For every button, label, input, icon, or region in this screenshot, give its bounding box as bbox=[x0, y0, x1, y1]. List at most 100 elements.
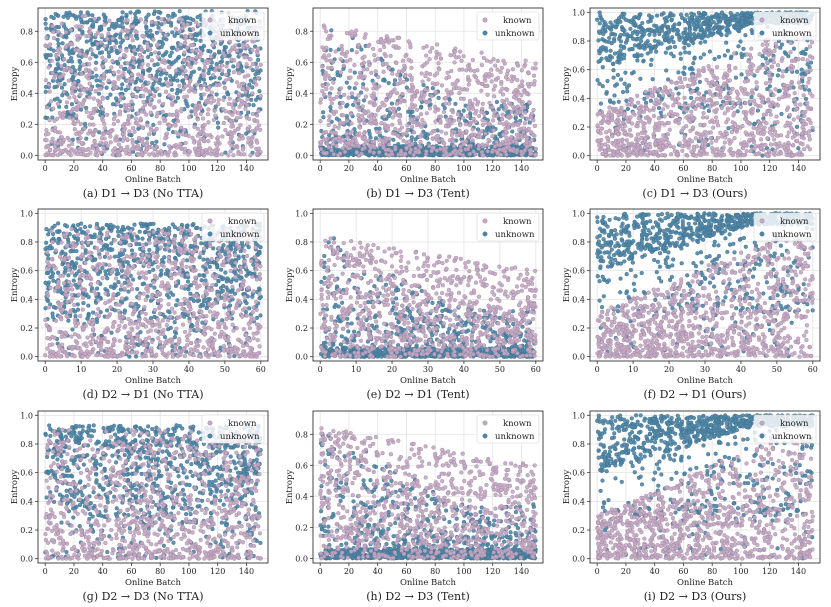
unknown-point bbox=[119, 104, 123, 108]
known-point bbox=[533, 79, 537, 83]
known-point bbox=[152, 38, 156, 42]
unknown-point bbox=[49, 53, 53, 57]
known-point bbox=[433, 110, 437, 114]
unknown-point bbox=[736, 22, 740, 26]
unknown-point bbox=[683, 72, 687, 76]
known-point bbox=[361, 105, 365, 109]
known-point bbox=[337, 126, 341, 130]
known-point bbox=[347, 141, 351, 145]
known-point bbox=[96, 42, 100, 46]
unknown-point bbox=[604, 40, 608, 44]
unknown-point bbox=[60, 86, 64, 90]
known-point bbox=[376, 75, 380, 79]
known-point bbox=[458, 50, 462, 54]
unknown-point bbox=[601, 32, 605, 36]
known-point bbox=[246, 97, 250, 101]
known-point bbox=[341, 147, 345, 151]
x-tick-label: 120 bbox=[210, 164, 225, 173]
known-point bbox=[332, 131, 336, 135]
unknown-point bbox=[115, 41, 119, 45]
unknown-point bbox=[665, 16, 669, 20]
unknown-point bbox=[605, 92, 609, 96]
known-point bbox=[433, 105, 437, 109]
known-point bbox=[236, 65, 240, 69]
known-point bbox=[125, 122, 129, 126]
known-point bbox=[459, 145, 463, 149]
known-point bbox=[465, 129, 469, 133]
known-point bbox=[244, 55, 248, 59]
known-point bbox=[354, 82, 358, 86]
unknown-point bbox=[669, 13, 673, 17]
known-point bbox=[222, 121, 226, 125]
known-point bbox=[176, 119, 180, 123]
unknown-point bbox=[677, 92, 681, 96]
known-point bbox=[797, 81, 801, 85]
known-point bbox=[362, 118, 366, 122]
unknown-point bbox=[170, 88, 174, 92]
known-point bbox=[259, 94, 263, 98]
known-point bbox=[402, 64, 406, 68]
known-point bbox=[163, 61, 167, 65]
unknown-point bbox=[71, 138, 75, 142]
unknown-point bbox=[120, 87, 124, 91]
known-point bbox=[373, 103, 377, 107]
unknown-point bbox=[604, 56, 608, 60]
unknown-point bbox=[134, 34, 138, 38]
known-point bbox=[84, 69, 88, 73]
known-point bbox=[532, 108, 536, 112]
known-point bbox=[327, 146, 331, 150]
x-tick-label: 40 bbox=[650, 164, 660, 173]
unknown-point bbox=[360, 48, 364, 52]
known-point bbox=[321, 84, 325, 88]
known-point bbox=[197, 140, 201, 144]
known-point bbox=[529, 130, 533, 134]
known-point bbox=[68, 96, 72, 100]
known-point bbox=[516, 123, 520, 127]
known-point bbox=[402, 80, 406, 84]
known-point bbox=[147, 132, 151, 136]
known-point bbox=[88, 57, 92, 61]
known-point bbox=[111, 37, 115, 41]
known-point bbox=[357, 43, 361, 47]
known-point bbox=[502, 122, 506, 126]
unknown-point bbox=[497, 107, 501, 111]
known-point bbox=[424, 54, 428, 58]
known-point bbox=[58, 47, 62, 51]
unknown-point bbox=[800, 68, 804, 72]
unknown-point bbox=[78, 60, 82, 64]
known-point bbox=[159, 29, 163, 33]
known-point bbox=[107, 79, 111, 83]
known-point bbox=[46, 144, 50, 148]
known-point bbox=[80, 72, 84, 76]
known-point bbox=[504, 75, 508, 79]
known-point bbox=[532, 83, 536, 87]
known-point bbox=[345, 31, 349, 35]
known-point bbox=[410, 118, 414, 122]
unknown-point bbox=[159, 73, 163, 77]
known-point bbox=[474, 120, 478, 124]
known-point bbox=[251, 112, 255, 116]
known-point bbox=[163, 136, 167, 140]
unknown-point bbox=[679, 13, 683, 17]
known-point bbox=[91, 147, 95, 151]
known-point bbox=[330, 101, 334, 105]
known-point bbox=[428, 107, 432, 111]
known-point bbox=[402, 132, 406, 136]
unknown-point bbox=[604, 22, 608, 26]
unknown-point bbox=[168, 54, 172, 58]
known-point bbox=[130, 147, 134, 151]
unknown-point bbox=[727, 87, 731, 91]
unknown-point bbox=[703, 40, 707, 44]
known-point bbox=[187, 150, 191, 154]
known-point bbox=[85, 110, 89, 114]
known-point bbox=[437, 61, 441, 65]
known-point bbox=[511, 67, 515, 71]
known-point bbox=[47, 83, 51, 87]
known-point bbox=[100, 34, 104, 38]
known-point bbox=[423, 121, 427, 125]
known-point bbox=[380, 121, 384, 125]
unknown-point bbox=[684, 27, 688, 31]
known-point bbox=[349, 69, 353, 73]
legend-known-label: known bbox=[503, 16, 532, 26]
unknown-point bbox=[157, 10, 161, 14]
